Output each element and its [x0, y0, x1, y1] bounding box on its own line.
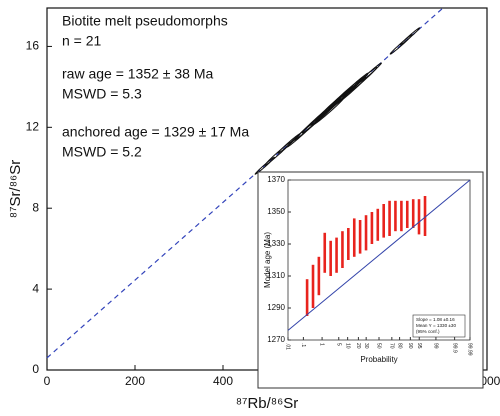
x-tick-label: .01 — [285, 343, 291, 350]
y-tick-label: 12 — [26, 119, 40, 133]
stats-text: Slope = 1.08 ±0.16 — [416, 317, 455, 322]
x-tick-label: 30 — [363, 343, 369, 349]
annotation: Biotite melt pseudomorphs — [62, 13, 228, 29]
annotation: anchored age = 1329 ± 17 Ma — [62, 124, 249, 140]
inset-background — [257, 171, 484, 389]
x-tick-label: 90 — [407, 343, 413, 349]
error-ellipse — [358, 62, 382, 83]
x-axis-title: ⁸⁷Rb/⁸⁶Sr — [236, 395, 299, 412]
y-tick-label: 4 — [32, 281, 39, 295]
y-tick-label: 1330 — [267, 239, 285, 248]
stats-text: Mean Y = 1330 ±30 — [416, 323, 456, 328]
y-tick-label: 1290 — [267, 303, 285, 312]
x-tick-label: .1 — [300, 343, 306, 347]
y-tick-label: 1370 — [267, 175, 285, 184]
x-tick-label: 99 — [433, 343, 439, 349]
x-tick-label: 20 — [355, 343, 361, 349]
x-tick-label: 99.99 — [467, 343, 473, 356]
y-tick-label: 8 — [32, 200, 39, 214]
y-tick-label: 1310 — [267, 271, 285, 280]
error-ellipse — [399, 27, 421, 46]
y-tick-label: 16 — [26, 39, 40, 53]
x-tick-label: 95 — [416, 343, 422, 349]
x-tick-label: 99.9 — [451, 343, 457, 353]
y-tick-label: 1270 — [267, 335, 285, 344]
x-tick-label: 200 — [125, 374, 145, 388]
y-axis-title: ⁸⁷Sr/⁸⁶Sr — [7, 160, 24, 218]
annotation: n = 21 — [62, 33, 102, 49]
stats-box — [412, 314, 466, 338]
x-tick-label: 80 — [396, 343, 402, 349]
x-tick-label: 70 — [389, 343, 395, 349]
reference-line — [46, 7, 444, 359]
annotation: MSWD = 5.2 — [62, 144, 142, 160]
x-tick-label: 5 — [335, 343, 341, 346]
x-tick-label: 0 — [44, 374, 51, 388]
x-axis-title: Probability — [360, 355, 397, 364]
annotation: MSWD = 5.3 — [62, 86, 142, 102]
y-axis-title: Model age (Ma) — [263, 232, 272, 288]
x-tick-label: 1 — [319, 343, 325, 346]
fit-line — [287, 179, 471, 331]
y-tick-label: 1350 — [267, 207, 285, 216]
annotation: raw age = 1352 ± 38 Ma — [62, 66, 213, 82]
stats-text: (95% conf.) — [416, 329, 440, 334]
x-tick-label: 50 — [376, 343, 382, 349]
error-ellipse — [341, 72, 369, 98]
x-tick-label: 10 — [344, 343, 350, 349]
y-tick-label: 0 — [32, 362, 39, 376]
x-tick-label: 400 — [213, 374, 233, 388]
